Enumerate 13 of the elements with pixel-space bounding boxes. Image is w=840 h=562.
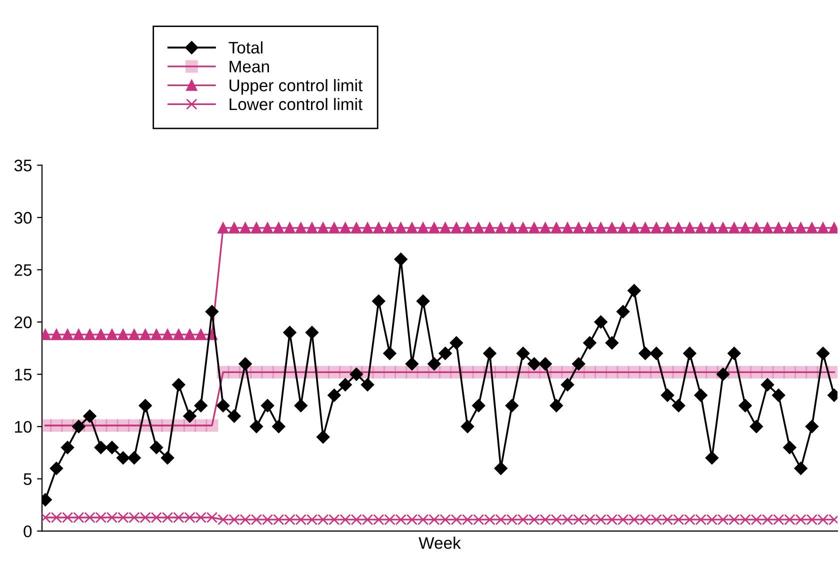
x-axis-title: Week [418, 536, 461, 549]
y-tick-label: 0 [24, 525, 32, 538]
y-tick-label: 5 [24, 473, 32, 486]
y-tick-label: 15 [15, 368, 32, 380]
y-tick-label: 35 [14, 160, 32, 172]
legend-label: Mean [230, 60, 269, 72]
legend-label: Total [228, 41, 262, 54]
legend-label: Upper control limit [230, 79, 363, 95]
legend-label: Lower control limit [230, 98, 363, 110]
y-tick-label: 30 [14, 212, 32, 224]
y-tick-label: 20 [14, 316, 32, 328]
y-tick-label: 25 [14, 264, 32, 276]
y-tick-label: 10 [15, 420, 32, 433]
